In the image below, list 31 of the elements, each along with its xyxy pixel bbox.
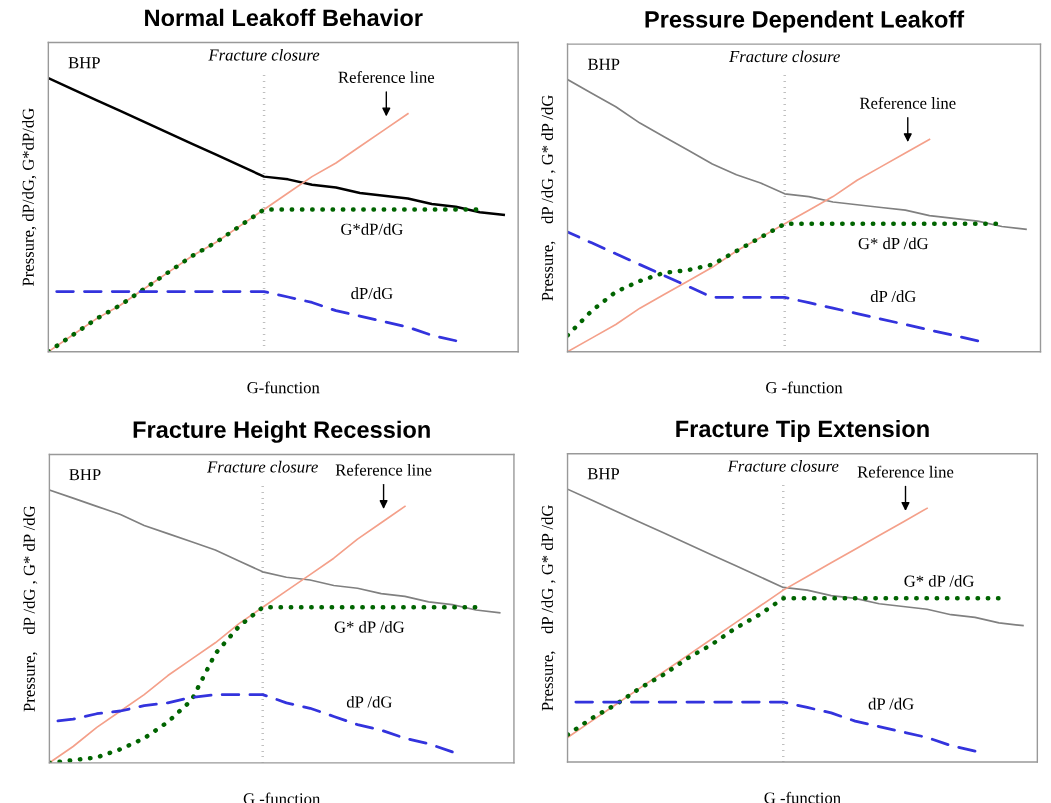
text: Reference line: [857, 465, 954, 478]
series-label: BHP: [587, 468, 620, 480]
x-axis-title: G -function: [764, 791, 841, 803]
text: Fracture closure: [207, 460, 318, 473]
series-label: G* dP /dG: [334, 620, 405, 633]
x-axis-title: G-function: [247, 381, 320, 394]
series-label: G* dP /dG: [904, 575, 974, 587]
y-axis-title: Pressure, dP/dG, G*dP/dG: [22, 108, 37, 287]
series-label: BHP: [588, 58, 620, 70]
series-label: BHP: [69, 469, 101, 481]
chart-title: Fracture Tip Extension: [676, 419, 929, 442]
series-label: BHP: [68, 57, 100, 69]
chart-title: Fracture Height Recession: [133, 420, 430, 443]
series-label: dP /dG: [346, 695, 392, 708]
series-label: G*dP/dG: [341, 223, 403, 235]
text: Reference line: [859, 96, 956, 109]
y-axis-title: Pressure, dP /dG , G* dP /dG: [541, 95, 556, 301]
y-axis-title: Pressure, dP /dG , G* dP /dG: [541, 505, 556, 711]
text: Reference line: [338, 71, 435, 83]
chart-title: Pressure Dependent Leakoff: [645, 10, 965, 33]
text: Fracture closure: [208, 48, 320, 61]
series-label: dP/dG: [351, 287, 393, 300]
text: Reference line: [335, 463, 432, 476]
series-label: dP /dG: [868, 697, 914, 710]
chart-title: Normal Leakoff Behavior: [145, 8, 423, 27]
y-axis-title: Pressure, dP /dG , G* dP /dG: [23, 505, 38, 712]
text: Fracture closure: [729, 50, 840, 63]
series-label: dP /dG: [870, 290, 916, 303]
series-label: G* dP /dG: [858, 237, 929, 250]
x-axis-title: G -function: [766, 381, 843, 394]
text: Fracture closure: [727, 460, 839, 472]
